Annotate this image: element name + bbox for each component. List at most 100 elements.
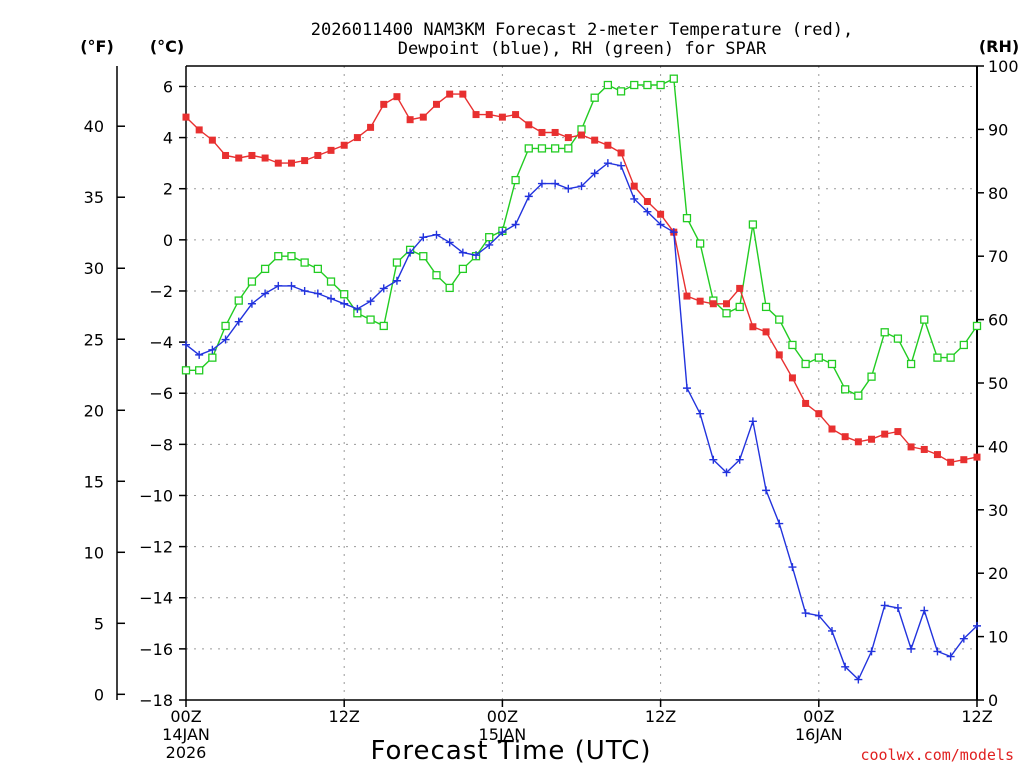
temperature-point <box>578 131 585 139</box>
dewpoint-point <box>669 228 678 237</box>
rh-point <box>841 385 850 394</box>
dewpoint-point <box>524 192 533 201</box>
temperature-point <box>274 159 282 167</box>
temperature-point <box>815 410 823 418</box>
celsius-tick-label: −16 <box>139 640 173 659</box>
x-tick-date: 16JAN <box>795 725 843 744</box>
dewpoint-series <box>182 159 981 684</box>
fahrenheit-tick-label: 0 <box>94 685 104 704</box>
temperature-point <box>512 111 520 119</box>
celsius-unit-label: (°C) <box>150 37 184 56</box>
rh-point <box>524 144 533 153</box>
dewpoint-point <box>221 335 230 344</box>
temperature-point <box>683 292 691 300</box>
dewpoint-point <box>327 294 336 303</box>
rh-series <box>181 74 982 400</box>
fahrenheit-tick-label: 25 <box>84 330 104 349</box>
celsius-tick-label: −4 <box>149 333 173 352</box>
dewpoint-point <box>564 184 573 193</box>
temperature-point <box>380 100 388 108</box>
dewpoint-point <box>247 299 256 308</box>
dewpoint-point <box>208 345 217 354</box>
celsius-tick-label: −18 <box>139 691 173 710</box>
dewpoint-point <box>537 179 546 188</box>
celsius-tick-label: −10 <box>139 486 173 505</box>
temperature-point <box>841 433 849 441</box>
rh-point <box>221 321 230 331</box>
celsius-tick-label: −2 <box>149 282 173 301</box>
temperature-point <box>709 300 717 308</box>
dewpoint-point <box>445 238 454 247</box>
temperature-point <box>419 113 427 121</box>
fahrenheit-unit-label: (°F) <box>80 37 114 56</box>
chart-title-line-1: 2026011400 NAM3KM Forecast 2-meter Tempe… <box>311 20 853 40</box>
celsius-tick-label: 0 <box>163 231 173 250</box>
rh-tick-label: 40 <box>988 437 1008 456</box>
dewpoint-point <box>814 611 823 620</box>
chart-title-line-2: Dewpoint (blue), RH (green) for SPAR <box>398 39 767 59</box>
temperature-point <box>854 438 862 446</box>
dewpoint-point <box>274 281 283 290</box>
rh-point <box>234 296 243 305</box>
temperature-point <box>485 111 493 119</box>
temperature-point <box>340 141 348 149</box>
temperature-point <box>459 90 467 98</box>
dewpoint-point <box>617 161 626 170</box>
x-tick-date: 14JAN <box>162 725 210 744</box>
dewpoint-point <box>551 179 560 188</box>
x-tick-label: 00Z <box>803 707 834 726</box>
rh-point <box>419 252 428 261</box>
temperature-point <box>525 121 533 129</box>
rh-point <box>630 80 639 90</box>
x-tick-label: 12Z <box>645 707 676 726</box>
rh-point <box>696 239 705 248</box>
x-tick-label: 00Z <box>170 707 201 726</box>
dewpoint-point <box>392 276 401 285</box>
fahrenheit-tick-label: 30 <box>84 259 104 278</box>
temperature-point <box>617 149 625 157</box>
rh-tick-label: 50 <box>988 374 1008 393</box>
axes: −18−16−14−12−10−8−6−4−202460510152025303… <box>84 57 1019 762</box>
dewpoint-point <box>788 563 797 572</box>
chart-title: 2026011400 NAM3KM Forecast 2-meter Tempe… <box>311 20 853 59</box>
dewpoint-point <box>748 417 757 426</box>
temperature-point <box>353 134 361 142</box>
credit-text: coolwx.com/models <box>860 746 1014 764</box>
temperature-point <box>604 141 612 149</box>
rh-point <box>906 359 916 369</box>
temperature-point <box>775 351 783 359</box>
dewpoint-point <box>880 601 889 610</box>
temperature-line <box>185 93 978 464</box>
temperature-point <box>393 93 401 101</box>
temperature-point <box>551 128 559 136</box>
rh-tick-label: 0 <box>988 691 998 710</box>
temperature-point <box>868 435 876 443</box>
rh-point <box>814 353 823 362</box>
rh-point <box>181 366 191 375</box>
fahrenheit-tick-label: 20 <box>84 401 104 420</box>
dewpoint-point <box>893 603 902 612</box>
rh-tick-label: 80 <box>988 184 1008 203</box>
temperature-point <box>749 323 757 331</box>
temperature-point <box>235 154 243 162</box>
temperature-point <box>723 300 731 308</box>
temperature-point <box>195 126 203 134</box>
rh-point <box>564 144 573 153</box>
dewpoint-point <box>577 182 586 191</box>
temperature-point <box>327 146 335 154</box>
temperature-point <box>472 111 480 119</box>
dewpoint-point <box>696 409 705 418</box>
rh-point <box>920 315 929 324</box>
dewpoint-point <box>590 169 599 178</box>
temperature-point <box>696 297 704 305</box>
dewpoint-point <box>353 304 362 313</box>
rh-tick-label: 70 <box>988 247 1008 266</box>
temperature-point <box>564 134 572 142</box>
dewpoint-point <box>379 284 388 293</box>
rh-unit-label: (RH) <box>979 37 1019 56</box>
temperature-point <box>406 116 414 124</box>
rh-point <box>669 74 678 83</box>
dewpoint-point <box>472 251 481 260</box>
rh-point <box>867 372 876 381</box>
